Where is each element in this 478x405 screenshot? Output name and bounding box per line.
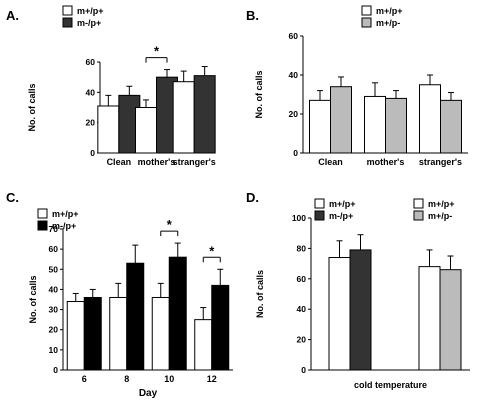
panel-0-y-axis-title: No. of calls xyxy=(27,83,37,131)
panel-2-y-tick-label: 10 xyxy=(49,345,59,355)
panel-2-legend-label: m+/p+ xyxy=(52,209,79,219)
panel-1-x-tick-label: stranger's xyxy=(419,157,462,167)
panel-0-x-tick-label: stranger's xyxy=(173,157,216,167)
panel-1-y-axis-title: No. of calls xyxy=(254,70,264,118)
panel-1-bar xyxy=(419,84,441,154)
panel-1-legend-swatch xyxy=(361,5,372,16)
panel-2-bar xyxy=(83,296,102,371)
panel-1-label: B. xyxy=(246,8,259,23)
panel-2-bar xyxy=(211,284,230,371)
panel-2-y-tick-label: 30 xyxy=(49,305,59,315)
panel-2-bar xyxy=(168,256,187,371)
panel-3-y-tick-label: 60 xyxy=(297,274,307,284)
panel-3-legend-swatch xyxy=(314,210,325,221)
panel-2-bar xyxy=(66,301,85,371)
panel-2-x-tick-label: 6 xyxy=(82,374,87,384)
panel-0-bar xyxy=(135,107,157,154)
panel-1-y-tick-label: 0 xyxy=(293,148,298,158)
panel-2-y-tick-label: 0 xyxy=(53,365,58,375)
panel-3-legend-label: m-/p+ xyxy=(329,211,353,221)
panel-2-significance-star: * xyxy=(167,217,173,232)
panel-0-y-tick-label: 40 xyxy=(86,87,96,97)
panel-1-bar xyxy=(440,99,462,154)
panel-0-legend-swatch xyxy=(62,5,73,16)
panel-1-y-tick-label: 20 xyxy=(289,109,299,119)
panel-2-legend-swatch xyxy=(37,208,48,219)
panel-2-y-axis-title: No. of calls xyxy=(28,275,38,323)
panel-2-bar xyxy=(151,296,170,371)
panel-2-y-tick-label: 70 xyxy=(49,224,59,234)
panel-2-x-axis-title: Day xyxy=(139,388,158,399)
panel-1-x-tick-label: Clean xyxy=(318,157,343,167)
panel-3-legend-label: m+/p+ xyxy=(428,199,455,209)
panel-2-significance-star: * xyxy=(209,243,215,258)
panel-3-y-tick-label: 80 xyxy=(297,243,307,253)
panel-3-y-tick-label: 40 xyxy=(297,304,307,314)
panel-3-y-axis-title: No. of calls xyxy=(255,270,265,318)
panel-1-bar xyxy=(309,99,331,154)
panel-3-legend-label: m+/p+ xyxy=(329,199,356,209)
panel-0-significance-star: * xyxy=(154,44,160,59)
panel-2-bar xyxy=(194,319,213,371)
panel-0-x-tick-label: Clean xyxy=(107,157,132,167)
panel-1-y-tick-label: 60 xyxy=(289,31,299,41)
panel-2-y-tick-label: 40 xyxy=(49,284,59,294)
panel-0-legend-swatch xyxy=(62,17,73,28)
panel-2-bar xyxy=(126,262,145,371)
panel-1-legend-label: m+/p+ xyxy=(376,6,403,16)
panel-1-y-tick-label: 40 xyxy=(289,70,299,80)
panel-0-bar xyxy=(172,81,195,154)
panel-1-legend-swatch xyxy=(361,17,372,28)
panel-3-bar xyxy=(439,269,462,371)
panel-0-y-tick-label: 0 xyxy=(90,148,95,158)
panel-2-y-tick-label: 60 xyxy=(49,244,59,254)
panel-3-bar xyxy=(349,249,372,371)
panel-2-y-tick-label: 20 xyxy=(49,325,59,335)
panel-1-bar xyxy=(364,95,386,154)
panel-3-legend-label: m+/p- xyxy=(428,211,452,221)
panel-3-bar xyxy=(328,257,351,371)
panel-3-legend-swatch xyxy=(314,198,325,209)
panel-0-x-tick-label: mother's xyxy=(138,157,176,167)
panel-0-legend-label: m-/p+ xyxy=(77,18,101,28)
panel-3-y-tick-label: 20 xyxy=(297,335,307,345)
panel-2-y-tick-label: 50 xyxy=(49,264,59,274)
panel-3-y-tick-label: 100 xyxy=(292,213,306,223)
panel-0-legend-label: m+/p+ xyxy=(77,6,104,16)
panel-2-legend-swatch xyxy=(37,220,48,231)
panel-1-bar xyxy=(385,97,407,154)
panel-0-y-tick-label: 20 xyxy=(86,118,96,128)
panel-2-x-tick-label: 8 xyxy=(124,374,129,384)
panel-3-bar xyxy=(418,266,441,371)
panel-2-legend-label: m-/p+ xyxy=(52,221,76,231)
panel-2-bar xyxy=(109,296,128,371)
panel-2-label: C. xyxy=(6,190,19,205)
panel-0-bar xyxy=(193,75,216,154)
panel-0-label: A. xyxy=(6,8,19,23)
panel-0-y-tick-label: 60 xyxy=(86,57,96,67)
panel-1-x-tick-label: mother's xyxy=(367,157,405,167)
panel-1-bar xyxy=(330,86,352,154)
panel-3-y-tick-label: 0 xyxy=(301,365,306,375)
panel-3-x-axis-title: cold temperature xyxy=(354,380,427,390)
panel-3-legend-swatch xyxy=(413,198,424,209)
panel-2-x-tick-label: 12 xyxy=(207,374,217,384)
panel-3-label: D. xyxy=(246,190,259,205)
panel-2-x-tick-label: 10 xyxy=(164,374,174,384)
panel-3-legend-swatch xyxy=(413,210,424,221)
panel-0-bar xyxy=(97,105,120,154)
panel-1-legend-label: m+/p- xyxy=(376,18,400,28)
